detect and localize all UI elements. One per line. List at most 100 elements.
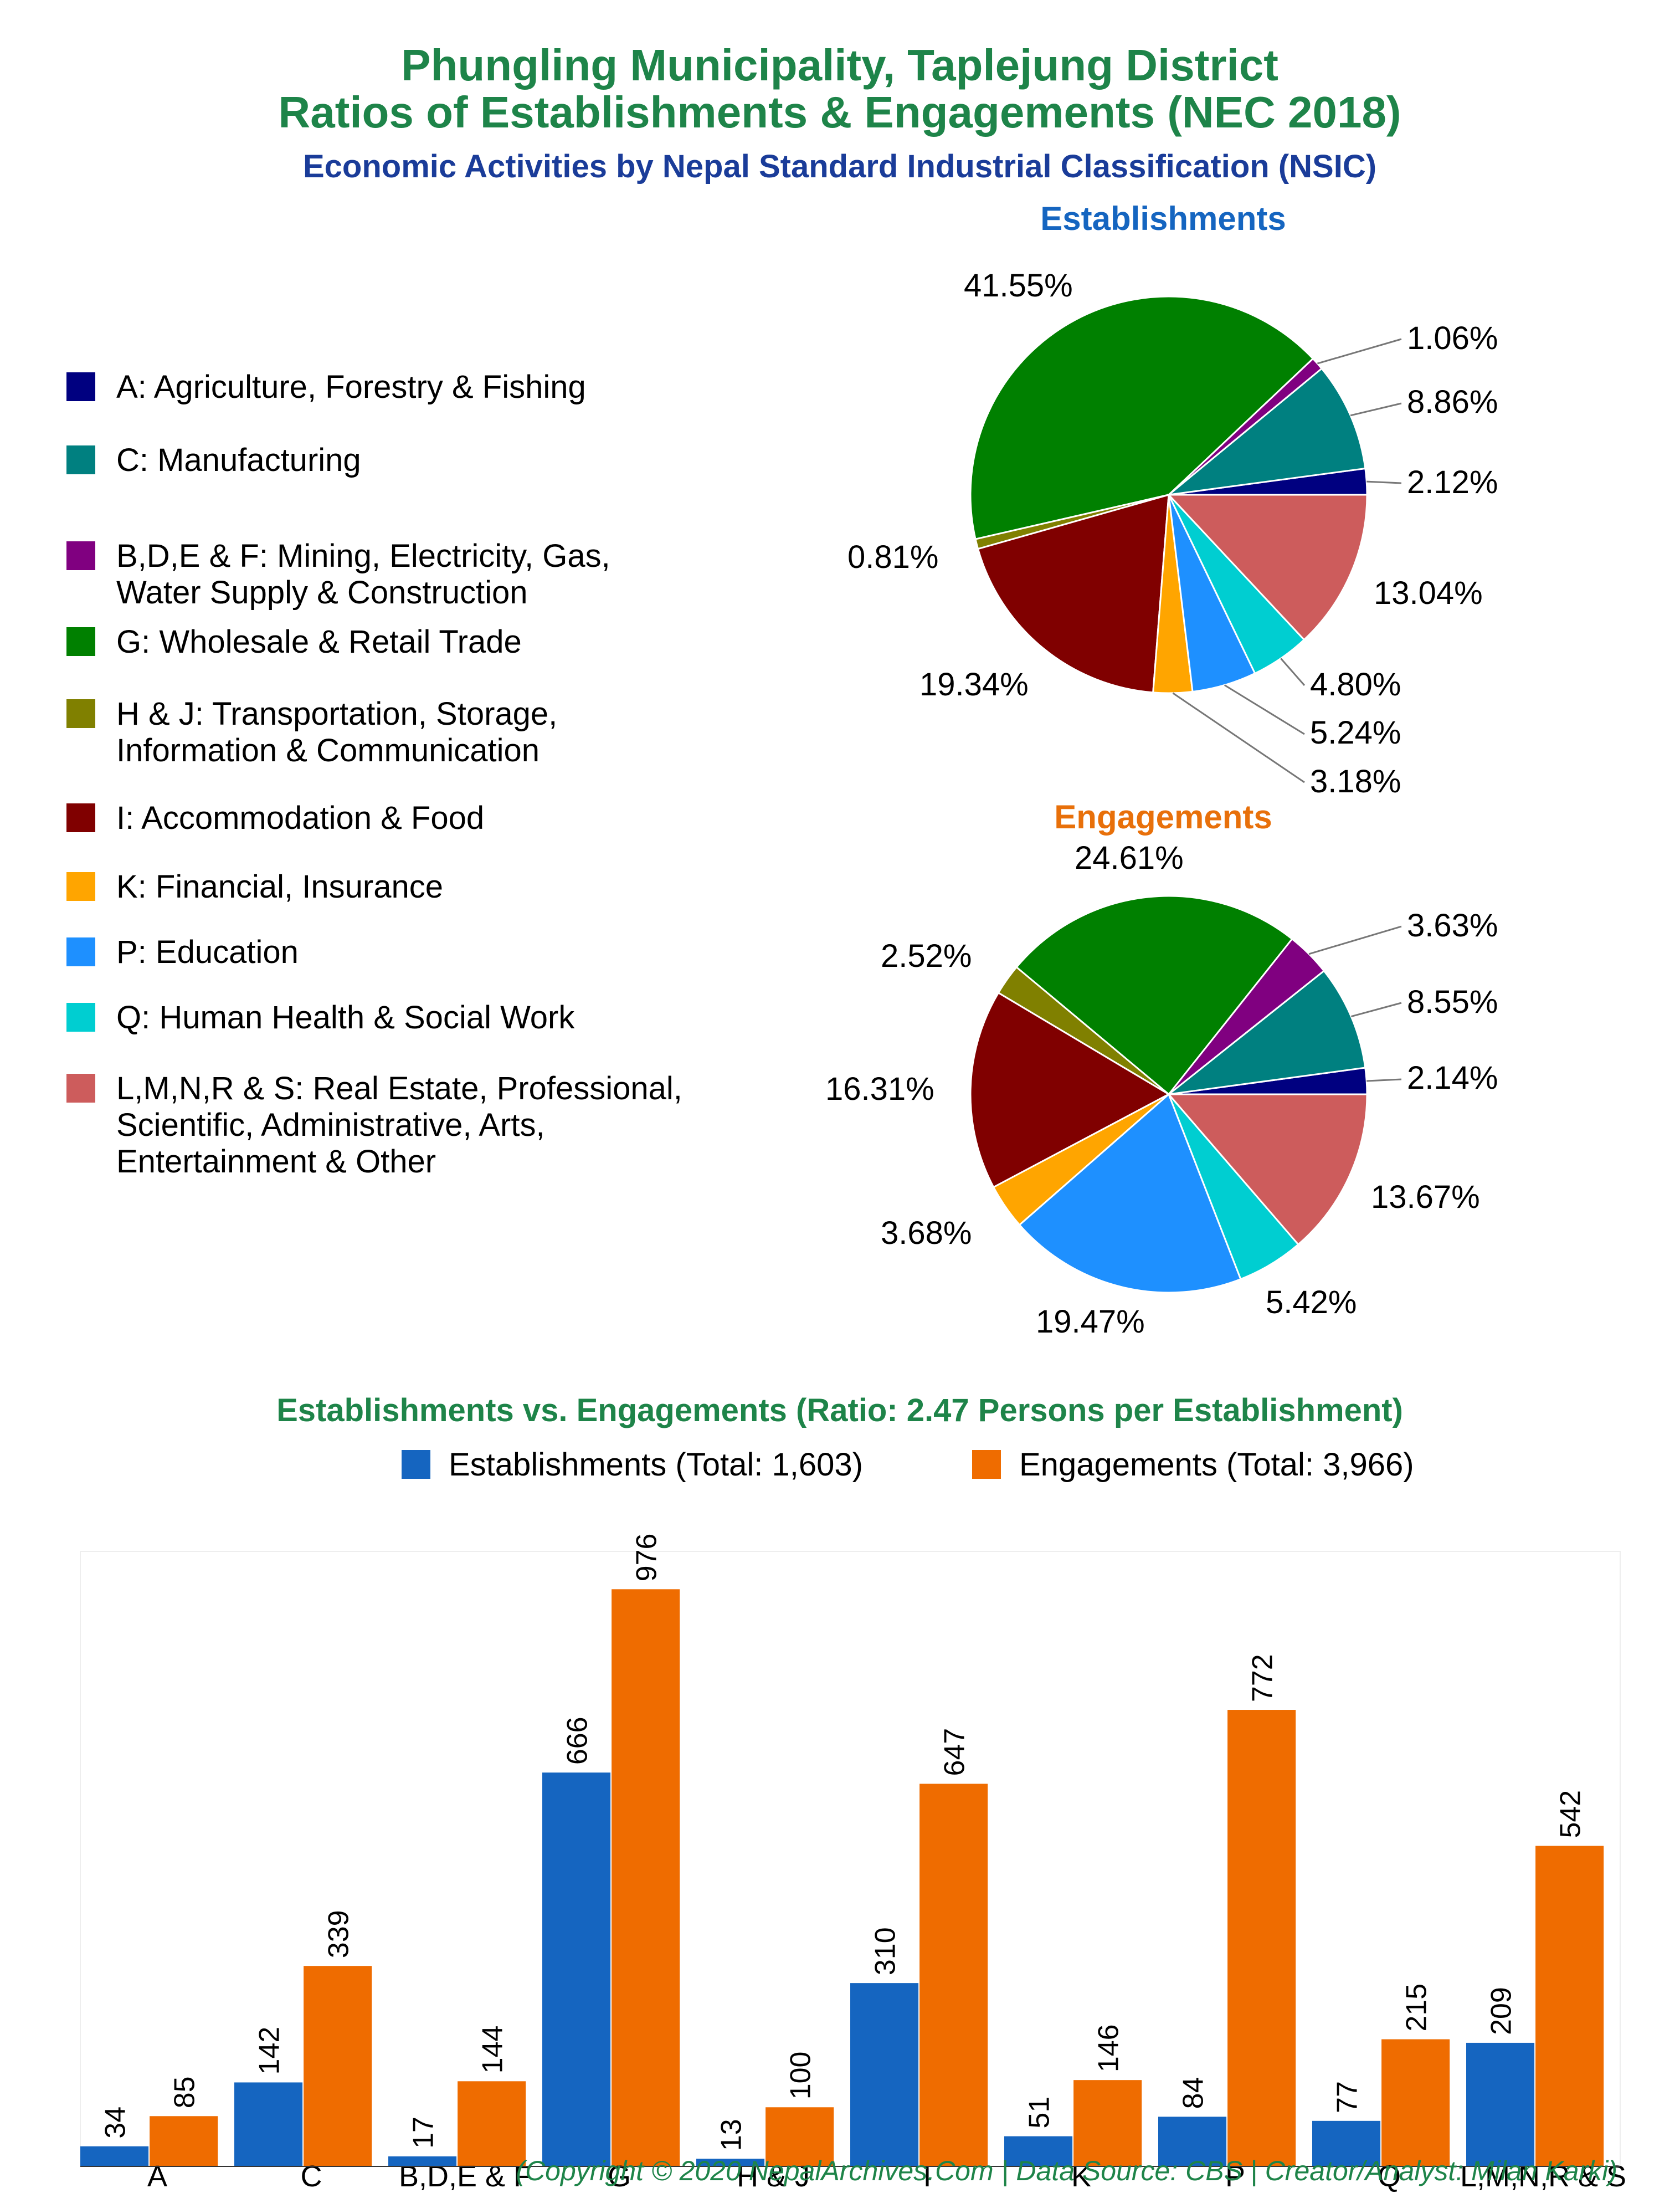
bar-value-label: 34 [100,2107,132,2139]
bar-value-label: 339 [323,1910,355,1958]
legend-label: K: Financial, Insurance [116,869,443,905]
x-tick-label: I [923,2160,931,2193]
pie-label: 2.52% [881,938,972,974]
bar-chart-title: Establishments vs. Engagements (Ratio: 2… [276,1392,1403,1428]
pie-label: 3.68% [881,1215,972,1251]
pie-leader-line [1366,480,1402,484]
legend-label: C: Manufacturing [116,442,361,478]
bar-value-label: 209 [1486,1987,1518,2035]
x-tick-label: L,M,N,R & S [1460,2160,1626,2193]
bar-value-label: 13 [716,2119,748,2151]
pie-label: 2.14% [1407,1060,1498,1096]
legend-swatch [66,372,95,401]
pie-slice [969,295,1314,540]
pie-leader-line [1172,692,1305,783]
pie-label: 0.81% [847,539,938,575]
bar [458,2081,526,2166]
bar [234,2082,303,2166]
bar [850,1983,919,2166]
pie-label: 19.47% [1036,1304,1145,1340]
pie-slice [969,991,1171,1188]
pie-leader-line [1350,1002,1402,1018]
legend-label: Entertainment & Other [116,1144,436,1180]
pie-label: 2.12% [1407,464,1498,500]
subtitle: Economic Activities by Nepal Standard In… [303,148,1376,185]
pie-label: 5.42% [1266,1284,1357,1320]
bar-value-label: 146 [1093,2024,1125,2072]
pie-slice [1018,1093,1242,1294]
legend-label: Scientific, Administrative, Arts, [116,1107,545,1143]
bar-value-label: 976 [631,1534,663,1582]
bar [765,2107,834,2166]
x-tick-label: G [608,2160,631,2193]
legend-label: H & J: Transportation, Storage, [116,696,557,732]
pie-establishments: 2.12% 8.86% 1.06% 41.55% 0.81% 19.34% 3.18% 5.2… [847,268,1498,800]
legend-label: Q: Human Health & Social Work [116,1000,575,1036]
bar [150,2116,218,2166]
bar-value-label: 142 [254,2027,286,2075]
pie-engagements-title: Engagements [1054,798,1272,836]
pie-label: 16.31% [825,1071,934,1107]
legend-label: A: Agriculture, Forestry & Fishing [116,369,586,405]
pie-label: 24.61% [1075,840,1184,876]
bar-value-label: 77 [1332,2081,1364,2113]
bar [1073,2080,1142,2166]
bar-value-label: 17 [408,2117,440,2149]
pie-label: 19.34% [919,667,1029,703]
legend-swatch [66,803,95,832]
bar-value-label: 84 [1178,2077,1210,2109]
bar-value-label: 215 [1401,1984,1433,2032]
legend-swatch [66,699,95,728]
bar [304,1966,372,2166]
pie-label: 4.80% [1310,667,1401,703]
legend-label: Water Supply & Construction [116,575,528,611]
legend-label: L,M,N,R & S: Real Estate, Professional, [116,1070,682,1106]
legend-label: I: Accommodation & Food [116,800,484,836]
legend-label: P: Education [116,934,299,970]
bar [1381,2039,1450,2166]
pie-label: 13.67% [1371,1179,1480,1215]
x-tick-label: B,D,E & F [399,2160,532,2193]
bar [1004,2136,1073,2166]
legend-label: B,D,E & F: Mining, Electricity, Gas, [116,538,610,574]
bar-value-label: 772 [1247,1654,1279,1702]
bar-legend-label: Establishments (Total: 1,603) [449,1447,863,1483]
pie-establishments-title: Establishments [1040,200,1286,237]
bar [80,2146,149,2166]
bar [1158,2117,1227,2166]
pie-label: 5.24% [1310,715,1401,751]
x-tick-label: H & J [737,2160,810,2193]
legend-swatch [66,937,95,966]
pie-engagements: 2.14% 8.55% 3.63% 24.61% 2.52% 16.31% 3.68% 19.… [825,840,1498,1340]
legend-label: G: Wholesale & Retail Trade [116,624,522,660]
bar-value-label: 310 [870,1927,902,1975]
pie-label: 13.04% [1374,575,1483,611]
bar [612,1589,680,2166]
bar [919,1784,988,2166]
pie-label: 8.86% [1407,384,1498,420]
x-tick-label: C [301,2160,322,2193]
x-tick-label: K [1071,2160,1091,2193]
pie-leader-line [1280,658,1306,686]
pie-slice [1015,895,1293,1096]
bar-legend-label: Engagements (Total: 3,966) [1019,1447,1414,1483]
bar-legend: Establishments (Total: 1,603) Engagements… [402,1447,1414,1483]
pie-slice [1167,494,1368,641]
legend-swatch [66,872,95,901]
pie-leader-line [1308,925,1402,955]
x-tick-label: A [147,2160,167,2193]
legend: A: Agriculture, Forestry & Fishing C: Man… [66,369,682,1180]
pie-leader-line [1366,1078,1402,1082]
bar-legend-swatch [972,1450,1001,1479]
pie-label: 41.55% [964,268,1073,304]
bar-legend-swatch [402,1450,430,1479]
bar-value-label: 542 [1555,1790,1587,1838]
bar [388,2156,457,2166]
pie-label: 3.18% [1310,764,1401,800]
pie-leader-line [1350,402,1402,417]
pie-slice [1165,970,1366,1096]
pie-leader-line [1224,684,1305,735]
x-tick-label: Q [1378,2160,1401,2193]
bar-value-label: 51 [1024,2097,1056,2129]
